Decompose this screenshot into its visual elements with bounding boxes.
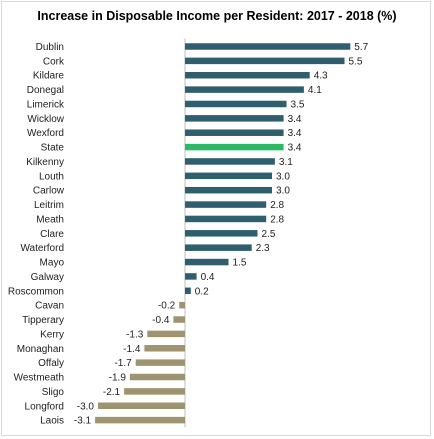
category-label: Cork bbox=[43, 56, 65, 67]
category-label: Offaly bbox=[38, 358, 64, 369]
value-label: -3.1 bbox=[74, 416, 92, 427]
category-label: Wicklow bbox=[27, 114, 64, 125]
value-label: 5.5 bbox=[349, 56, 363, 67]
bar-monaghan bbox=[144, 345, 185, 352]
value-label: -0.4 bbox=[152, 315, 170, 326]
category-label: Wexford bbox=[27, 128, 64, 139]
category-label: Leitrim bbox=[34, 200, 64, 211]
bar-clare bbox=[185, 230, 258, 237]
value-label: 2.8 bbox=[270, 200, 284, 211]
bar-longford bbox=[98, 402, 185, 409]
value-label: 0.4 bbox=[201, 272, 215, 283]
category-label: Cavan bbox=[35, 301, 64, 312]
value-label: -3.0 bbox=[77, 401, 95, 412]
category-label: Clare bbox=[40, 229, 64, 240]
bar-sligo bbox=[124, 388, 185, 395]
bar-cork bbox=[185, 57, 345, 65]
bar-waterford bbox=[185, 244, 252, 251]
category-label: Donegal bbox=[27, 85, 64, 96]
value-label: -0.2 bbox=[158, 301, 176, 312]
bar-limerick bbox=[185, 100, 287, 108]
category-label: Kilkenny bbox=[26, 157, 64, 168]
value-label: 3.5 bbox=[291, 99, 305, 110]
category-label: Meath bbox=[36, 214, 64, 225]
bar-mayo bbox=[185, 258, 229, 266]
bar-kildare bbox=[185, 71, 310, 79]
chart-title: Increase in Disposable Income per Reside… bbox=[37, 9, 397, 23]
bar-laois bbox=[95, 416, 185, 424]
category-label: Tipperary bbox=[22, 315, 64, 326]
value-label: 3.0 bbox=[276, 186, 290, 197]
category-label: Kildare bbox=[33, 71, 65, 82]
category-label: Limerick bbox=[27, 99, 65, 110]
category-label: Dublin bbox=[36, 42, 64, 53]
value-label: 2.3 bbox=[256, 243, 270, 254]
bar-donegal bbox=[185, 86, 304, 93]
value-label: 2.8 bbox=[270, 214, 284, 225]
value-label: -1.4 bbox=[123, 344, 141, 355]
value-label: 3.0 bbox=[276, 171, 290, 182]
bar-wicklow bbox=[185, 115, 284, 122]
value-label: 0.2 bbox=[195, 286, 209, 297]
category-label: Waterford bbox=[20, 243, 64, 254]
category-label: Galway bbox=[31, 272, 64, 283]
value-label: 2.5 bbox=[262, 229, 276, 240]
bar-westmeath bbox=[129, 373, 185, 381]
value-label: 4.3 bbox=[314, 71, 328, 82]
bar-state bbox=[185, 143, 284, 151]
bar-offaly bbox=[135, 359, 185, 366]
category-label: Laois bbox=[40, 416, 64, 427]
bar-meath bbox=[185, 215, 267, 223]
bar-tipperary bbox=[173, 316, 185, 323]
category-label: Monaghan bbox=[17, 344, 64, 355]
bar-kilkenny bbox=[185, 158, 275, 165]
category-label: Roscommon bbox=[8, 286, 64, 297]
bar-dublin bbox=[185, 43, 351, 50]
value-label: 4.1 bbox=[308, 85, 322, 96]
bar-roscommon bbox=[185, 287, 191, 295]
bar-wexford bbox=[185, 129, 284, 136]
value-label: 1.5 bbox=[233, 258, 247, 269]
bar-kerry bbox=[147, 330, 185, 338]
bar-louth bbox=[185, 172, 272, 180]
value-label: 3.4 bbox=[288, 128, 302, 139]
value-label: -1.7 bbox=[114, 358, 132, 369]
value-label: 3.4 bbox=[288, 114, 302, 125]
value-label: -1.9 bbox=[109, 373, 127, 384]
category-label: Mayo bbox=[40, 258, 65, 269]
bar-leitrim bbox=[185, 201, 267, 208]
value-label: 5.7 bbox=[354, 42, 368, 53]
bar-cavan bbox=[179, 301, 185, 309]
bar-galway bbox=[185, 273, 197, 280]
category-label: Kerry bbox=[40, 329, 64, 340]
value-label: -2.1 bbox=[103, 387, 121, 398]
category-label: Longford bbox=[25, 401, 64, 412]
value-label: 3.1 bbox=[279, 157, 293, 168]
value-label: 3.4 bbox=[288, 143, 302, 154]
category-label: Westmeath bbox=[14, 373, 64, 384]
bar-carlow bbox=[185, 186, 272, 194]
value-label: -1.3 bbox=[126, 329, 144, 340]
category-label: State bbox=[41, 143, 65, 154]
category-label: Sligo bbox=[42, 387, 65, 398]
category-label: Louth bbox=[39, 171, 64, 182]
category-label: Carlow bbox=[33, 186, 65, 197]
